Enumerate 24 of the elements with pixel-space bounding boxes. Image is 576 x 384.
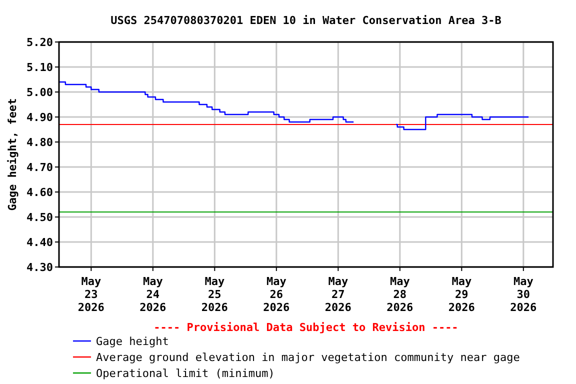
y-tick-label: 4.30 [26, 260, 53, 274]
x-tick-label: May 25 2026 [201, 275, 228, 314]
legend-label: Average ground elevation in major vegetation community near gage [96, 350, 520, 364]
y-tick-label: 4.50 [26, 210, 53, 224]
y-tick-label: 4.80 [26, 136, 53, 149]
y-tick-label: 5.10 [26, 60, 53, 74]
y-tick-label: 5.20 [26, 36, 53, 49]
x-tick-label: May 26 2026 [263, 275, 290, 314]
y-tick-label: 4.70 [26, 160, 53, 174]
legend-label: Gage height [96, 334, 169, 348]
y-tick-label: 4.60 [26, 186, 53, 199]
y-tick-label: 4.90 [26, 110, 53, 124]
y-tick-label: 5.00 [26, 86, 53, 99]
text: ---- Provisional Data Subject to Revision ---- [154, 321, 458, 334]
x-tick-label: May 23 2026 [78, 275, 105, 314]
chart-title: USGS 254707080370201 EDEN 10 in Water Conservation Area 3-B [110, 14, 502, 27]
y-tick-label: 4.40 [26, 236, 53, 249]
x-tick-label: May 28 2026 [386, 275, 414, 314]
x-tick-label: May 30 2026 [510, 275, 538, 314]
y-axis-title: Gage height, feet [6, 98, 19, 211]
x-tick-label: May 29 2026 [448, 275, 476, 314]
x-tick-label: May 27 2026 [324, 275, 352, 314]
x-tick-label: May 24 2026 [140, 275, 167, 314]
legend-label: Operational limit (minimum) [96, 366, 275, 380]
